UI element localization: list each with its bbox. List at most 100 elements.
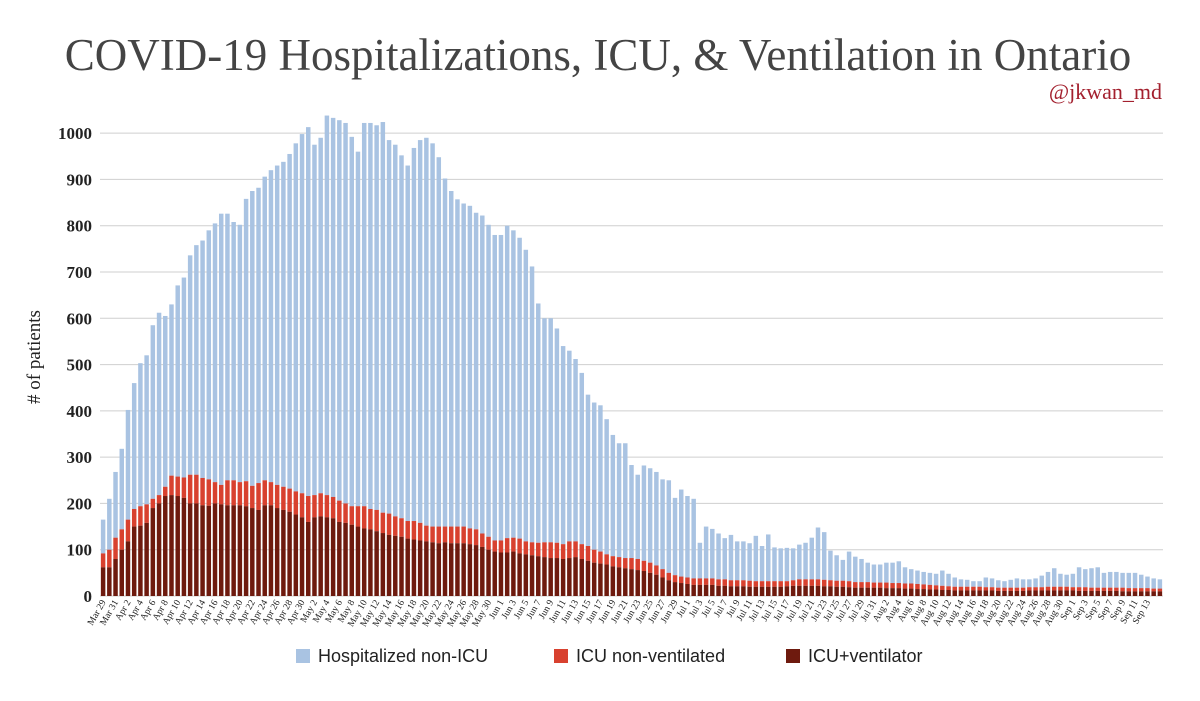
bar-icu-ventilator: [560, 558, 566, 596]
y-tick-label: 1000: [58, 124, 92, 143]
bar-icu-ventilator: [766, 586, 771, 596]
bar-icu-ventilator: [884, 588, 889, 596]
bar-icu-ventilator: [293, 514, 299, 596]
bar-hospitalized-non-icu: [896, 561, 902, 584]
bar-hospitalized-non-icu: [641, 465, 647, 561]
bar-icu-non-ventilated: [529, 542, 535, 556]
bar-hospitalized-non-icu: [1126, 572, 1132, 589]
bar-icu-non-ventilated: [125, 519, 131, 542]
bar-icu-non-ventilated: [268, 482, 274, 506]
bar-icu-non-ventilated: [772, 581, 777, 587]
bar-icu-ventilator: [834, 586, 839, 596]
bar-icu-ventilator: [660, 577, 665, 596]
bar-icu-non-ventilated: [194, 474, 199, 504]
bar-icu-ventilator: [187, 503, 193, 596]
bar-icu-ventilator: [163, 496, 168, 596]
bar-hospitalized-non-icu: [958, 579, 964, 587]
bar-hospitalized-non-icu: [417, 140, 423, 523]
bar-icu-ventilator: [1002, 590, 1007, 596]
bar-icu-ventilator: [1095, 590, 1100, 596]
y-tick-label: 400: [67, 402, 93, 421]
bar-hospitalized-non-icu: [1020, 579, 1026, 588]
bar-icu-non-ventilated: [548, 542, 553, 559]
bar-hospitalized-non-icu: [784, 547, 790, 582]
bar-hospitalized-non-icu: [442, 178, 448, 527]
bar-hospitalized-non-icu: [517, 237, 522, 539]
bar-hospitalized-non-icu: [492, 234, 497, 541]
bar-icu-non-ventilated: [175, 476, 180, 497]
bar-icu-ventilator: [411, 539, 417, 596]
bar-hospitalized-non-icu: [1033, 578, 1038, 588]
bar-icu-non-ventilated: [952, 586, 957, 591]
bar-icu-non-ventilated: [616, 557, 622, 568]
bar-hospitalized-non-icu: [125, 409, 131, 520]
bar-icu-non-ventilated: [703, 578, 709, 585]
bar-hospitalized-non-icu: [225, 213, 230, 481]
bar-hospitalized-non-icu: [411, 147, 417, 522]
bar-icu-ventilator: [641, 571, 647, 596]
bar-icu-non-ventilated: [1083, 587, 1088, 591]
bar-icu-ventilator: [871, 587, 877, 596]
bar-hospitalized-non-icu: [138, 363, 143, 507]
bar-hospitalized-non-icu: [747, 543, 752, 581]
bar-icu-non-ventilated: [243, 481, 249, 507]
bar-icu-non-ventilated: [877, 582, 883, 588]
bar-hospitalized-non-icu: [909, 569, 914, 584]
bar-icu-non-ventilated: [666, 572, 672, 581]
bar-hospitalized-non-icu: [989, 578, 995, 588]
bar-hospitalized-non-icu: [567, 350, 572, 542]
bar-icu-ventilator: [250, 508, 255, 596]
bar-hospitalized-non-icu: [337, 120, 342, 501]
bar-icu-ventilator: [1139, 591, 1144, 596]
bar-icu-non-ventilated: [150, 498, 156, 509]
bar-icu-ventilator: [996, 590, 1001, 596]
bar-icu-non-ventilated: [1101, 587, 1107, 591]
bar-hospitalized-non-icu: [616, 443, 622, 558]
bar-icu-non-ventilated: [119, 529, 124, 550]
bar-icu-ventilator: [877, 587, 883, 596]
bar-hospitalized-non-icu: [797, 544, 802, 580]
bar-icu-ventilator: [206, 505, 212, 596]
bar-hospitalized-non-icu: [150, 325, 156, 499]
bar-icu-ventilator: [504, 552, 510, 596]
chart-title: COVID-19 Hospitalizations, ICU, & Ventil…: [65, 30, 1132, 80]
bar-hospitalized-non-icu: [834, 555, 839, 581]
bar-icu-non-ventilated: [187, 474, 193, 504]
bar-icu-ventilator: [933, 589, 939, 596]
bar-icu-ventilator: [989, 590, 995, 596]
bar-hospitalized-non-icu: [865, 562, 870, 583]
bar-icu-ventilator: [1114, 590, 1119, 596]
bar-icu-non-ventilated: [169, 475, 174, 496]
bar-icu-ventilator: [946, 589, 951, 596]
bar-icu-non-ventilated: [933, 585, 939, 590]
bar-icu-non-ventilated: [504, 538, 510, 553]
bar-icu-ventilator: [821, 586, 827, 596]
bar-icu-ventilator: [591, 562, 597, 596]
bar-icu-non-ventilated: [579, 544, 585, 559]
bar-icu-non-ventilated: [1002, 587, 1007, 591]
bar-hospitalized-non-icu: [703, 526, 709, 579]
bar-icu-non-ventilated: [567, 541, 572, 559]
bar-hospitalized-non-icu: [386, 140, 392, 514]
bar-icu-non-ventilated: [399, 518, 404, 537]
bar-hospitalized-non-icu: [585, 394, 591, 547]
bar-hospitalized-non-icu: [542, 318, 547, 543]
bar-icu-ventilator: [287, 511, 292, 596]
bar-icu-ventilator: [237, 505, 243, 596]
bar-icu-ventilator: [1045, 590, 1051, 596]
bar-icu-ventilator: [728, 586, 734, 596]
bar-icu-non-ventilated: [728, 580, 734, 587]
bar-hospitalized-non-icu: [1008, 579, 1013, 588]
bar-icu-non-ventilated: [467, 528, 473, 545]
bar-icu-ventilator: [1058, 590, 1063, 596]
bar-icu-non-ventilated: [417, 522, 423, 541]
bar-icu-ventilator: [361, 528, 367, 596]
bar-icu-non-ventilated: [473, 529, 479, 546]
legend-swatch-icu-non-ventilated: [554, 649, 568, 663]
bar-icu-ventilator: [523, 554, 529, 596]
bar-icu-non-ventilated: [884, 582, 889, 589]
bar-icu-non-ventilated: [604, 554, 609, 565]
bar-icu-ventilator: [722, 585, 727, 596]
bar-hospitalized-non-icu: [250, 191, 255, 486]
bar-icu-ventilator: [218, 504, 224, 596]
